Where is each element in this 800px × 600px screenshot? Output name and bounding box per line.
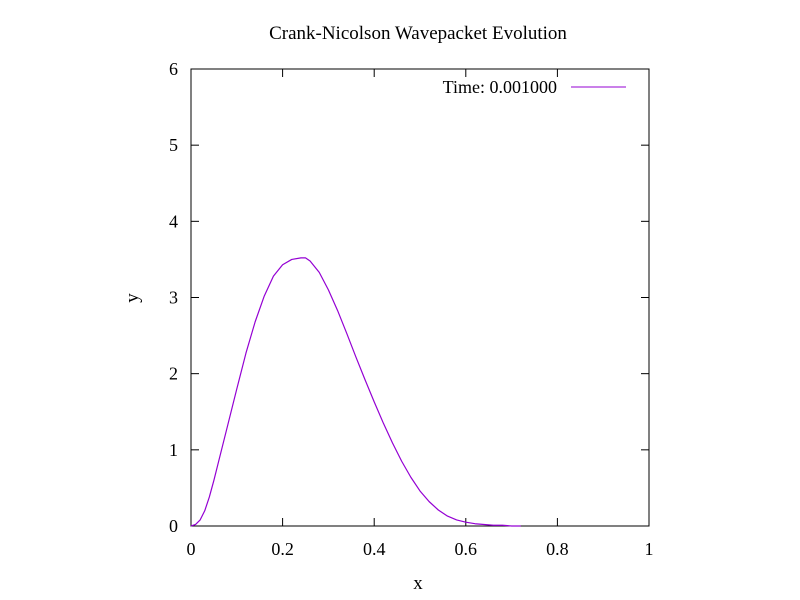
legend-label: Time: 0.001000: [443, 77, 557, 97]
x-tick-label: 0.8: [546, 539, 569, 559]
series-line: [190, 257, 521, 527]
y-tick-label: 5: [169, 135, 178, 155]
x-tick-label: 1: [645, 539, 654, 559]
y-tick-label: 2: [169, 364, 178, 384]
x-axis-label: x: [413, 573, 423, 594]
x-tick-label: 0.4: [363, 539, 386, 559]
y-tick-label: 0: [169, 516, 178, 536]
series-layer: [190, 257, 521, 527]
y-tick-label: 1: [169, 440, 178, 460]
legend: Time: 0.001000: [443, 77, 626, 97]
tick-labels: 0 0.2 0.4 0.6 0.8 1 0 1 2 3 4 5 6: [169, 59, 654, 559]
x-tick-label: 0: [187, 539, 196, 559]
chart-title: Crank-Nicolson Wavepacket Evolution: [269, 23, 567, 44]
plot-frame: [190, 68, 650, 527]
ticks: [190, 68, 650, 527]
x-tick-label: 0.6: [455, 539, 478, 559]
x-tick-label: 0.2: [271, 539, 294, 559]
y-tick-label: 3: [169, 288, 178, 308]
y-tick-label: 6: [169, 59, 178, 79]
y-axis-label: y: [122, 293, 143, 303]
y-tick-label: 4: [169, 211, 178, 231]
